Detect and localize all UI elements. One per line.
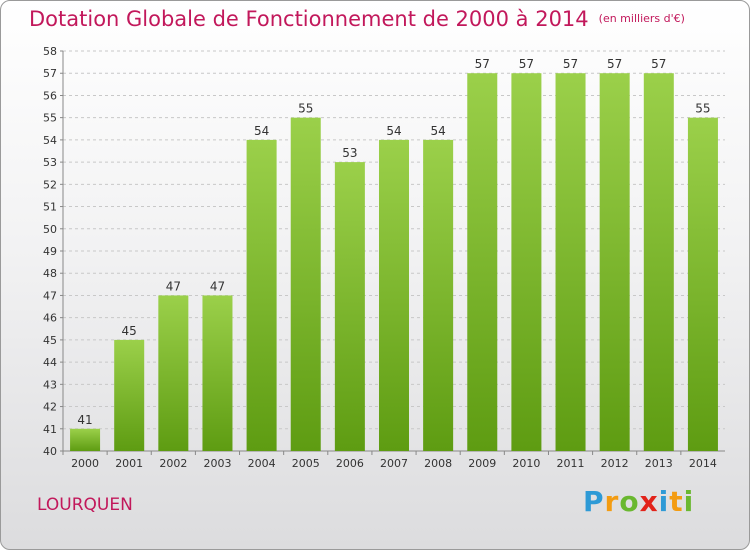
bar <box>555 73 586 451</box>
x-tick-label: 2012 <box>601 457 629 470</box>
y-tick-label: 41 <box>43 423 57 436</box>
proxiti-logo: Proxiti <box>583 485 694 518</box>
bar <box>467 73 498 451</box>
logo-letter: t <box>669 485 684 518</box>
y-tick-label: 55 <box>43 112 57 125</box>
y-tick-label: 45 <box>43 334 57 347</box>
data-label: 47 <box>210 279 225 293</box>
x-tick-label: 2002 <box>159 457 187 470</box>
y-tick-label: 42 <box>43 401 57 414</box>
bar <box>202 295 233 451</box>
bars <box>70 73 718 452</box>
y-tick-label: 47 <box>43 289 57 302</box>
x-tick-label: 2005 <box>292 457 320 470</box>
bar <box>643 73 674 451</box>
data-label: 55 <box>298 102 313 116</box>
x-tick-label: 2006 <box>336 457 364 470</box>
x-tick-label: 2014 <box>689 457 717 470</box>
y-tick-label: 44 <box>43 356 57 369</box>
logo-letter: o <box>619 485 640 518</box>
x-tick-label: 2011 <box>557 457 585 470</box>
x-tick-label: 2008 <box>424 457 452 470</box>
data-label: 55 <box>695 102 710 116</box>
logo-letter: x <box>639 485 659 518</box>
x-tick-label: 2003 <box>203 457 231 470</box>
y-tick-label: 50 <box>43 223 57 236</box>
logo-letter: r <box>604 485 620 518</box>
bar <box>290 117 321 452</box>
x-tick-label: 2004 <box>248 457 276 470</box>
data-label: 54 <box>386 124 401 138</box>
bar <box>70 428 101 451</box>
y-tick-label: 53 <box>43 156 57 169</box>
bar <box>511 73 542 451</box>
x-tick-label: 2007 <box>380 457 408 470</box>
x-tick-label: 2013 <box>645 457 673 470</box>
bar <box>423 139 454 451</box>
y-tick-labels: 40 41 42 43 44 45 46 47 48 49 50 51 52 53 54 55 56 57 58 <box>43 45 57 458</box>
x-tick-labels: 2000 2001 2002 2003 2004 2005 2006 2007 2008 2009… <box>71 457 717 470</box>
data-label: 57 <box>563 57 578 71</box>
data-labels: 41 45 47 47 54 55 53 54 54 57 57 57 57 57 55 <box>77 57 710 427</box>
x-tick-label: 2000 <box>71 457 99 470</box>
chart-title-text: Dotation Globale de Fonctionnement de 20… <box>29 7 589 31</box>
logo-letter: i <box>683 485 695 518</box>
data-label: 57 <box>651 57 666 71</box>
data-label: 41 <box>77 413 92 427</box>
bar <box>599 73 630 451</box>
y-tick-label: 43 <box>43 378 57 391</box>
bar <box>114 339 145 451</box>
y-tick-label: 51 <box>43 201 57 214</box>
logo-letter: P <box>583 485 605 518</box>
data-label: 53 <box>342 146 357 160</box>
data-label: 54 <box>430 124 445 138</box>
data-label: 57 <box>519 57 534 71</box>
chart-unit: (en milliers d'€) <box>598 12 685 25</box>
bar <box>246 139 277 451</box>
data-label: 54 <box>254 124 269 138</box>
chart-title: Dotation Globale de Fonctionnement de 20… <box>29 7 685 31</box>
y-tick-label: 54 <box>43 134 57 147</box>
bar <box>378 139 410 451</box>
data-label: 57 <box>607 57 622 71</box>
commune-name: LOURQUEN <box>37 495 133 515</box>
x-tick-label: 2010 <box>512 457 540 470</box>
y-tick-label: 58 <box>43 45 57 58</box>
data-label: 57 <box>475 57 490 71</box>
bar <box>334 162 365 451</box>
bar <box>158 295 189 451</box>
x-tick-label: 2001 <box>115 457 143 470</box>
data-label: 47 <box>166 279 181 293</box>
y-tick-label: 49 <box>43 245 57 258</box>
y-tick-label: 46 <box>43 312 57 325</box>
y-tick-label: 52 <box>43 178 57 191</box>
data-label: 45 <box>122 324 137 338</box>
logo-letter: i <box>658 485 670 518</box>
y-tick-label: 48 <box>43 267 57 280</box>
y-tick-label: 40 <box>43 445 57 458</box>
y-tick-label: 57 <box>43 67 57 80</box>
y-tick-label: 56 <box>43 89 57 102</box>
bar <box>687 117 718 452</box>
x-tick-label: 2009 <box>468 457 496 470</box>
